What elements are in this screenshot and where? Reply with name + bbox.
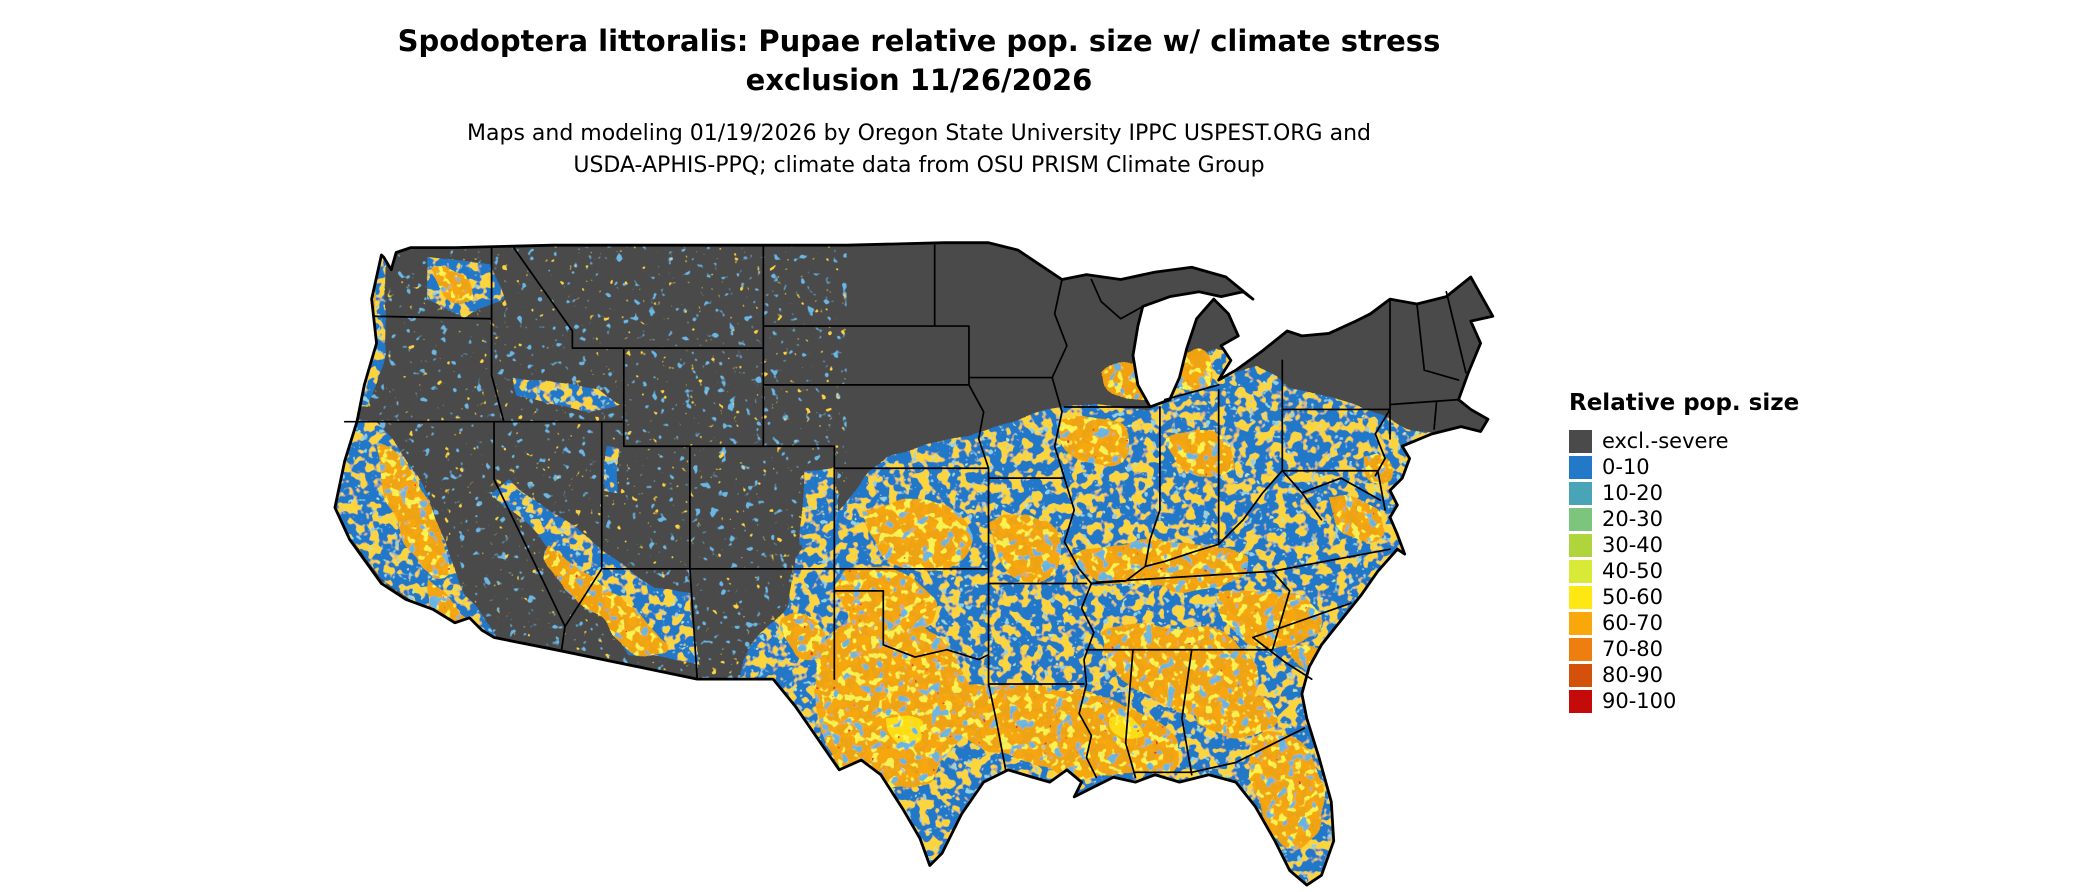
legend-item: 40-50 bbox=[1569, 558, 1869, 584]
legend-swatch-90-100 bbox=[1569, 689, 1592, 713]
legend-swatch-60-70 bbox=[1569, 611, 1592, 635]
legend-item: 90-100 bbox=[1569, 688, 1869, 714]
legend-swatch-30-40 bbox=[1569, 533, 1592, 557]
legend-item: 10-20 bbox=[1569, 480, 1869, 506]
western-mountain-speckle bbox=[334, 242, 847, 685]
us-outline bbox=[333, 241, 1495, 887]
legend-label: 20-30 bbox=[1602, 506, 1664, 531]
map-subtitle: Maps and modeling 01/19/2026 by Oregon S… bbox=[0, 118, 1838, 182]
legend-swatch-50-60 bbox=[1569, 585, 1592, 609]
legend: Relative pop. size excl.-severe 0-10 10-… bbox=[1569, 390, 1869, 714]
legend-swatch-0-10 bbox=[1569, 455, 1592, 479]
legend-label: 0-10 bbox=[1602, 454, 1650, 479]
legend-label: 70-80 bbox=[1602, 636, 1664, 661]
map-title: Spodoptera littoralis: Pupae relative po… bbox=[0, 22, 1838, 100]
legend-swatch-10-20 bbox=[1569, 481, 1592, 505]
subtitle-line-2: USDA-APHIS-PPQ; climate data from OSU PR… bbox=[573, 152, 1265, 178]
legend-item: 60-70 bbox=[1569, 610, 1869, 636]
legend-item: 80-90 bbox=[1569, 662, 1869, 688]
legend-item: 50-60 bbox=[1569, 584, 1869, 610]
legend-title: Relative pop. size bbox=[1569, 390, 1800, 416]
legend-item: 0-10 bbox=[1569, 454, 1869, 480]
legend-label: 10-20 bbox=[1602, 480, 1664, 505]
legend-label: 80-90 bbox=[1602, 662, 1664, 687]
legend-swatch-excl-severe bbox=[1569, 429, 1592, 453]
legend-item: 20-30 bbox=[1569, 506, 1869, 532]
legend-label: 40-50 bbox=[1602, 558, 1664, 583]
legend-label: excl.-severe bbox=[1602, 428, 1729, 453]
legend-swatch-80-90 bbox=[1569, 663, 1592, 687]
legend-swatch-20-30 bbox=[1569, 507, 1592, 531]
legend-item: 70-80 bbox=[1569, 636, 1869, 662]
title-line-2: exclusion 11/26/2026 bbox=[745, 63, 1093, 98]
subtitle-line-1: Maps and modeling 01/19/2026 by Oregon S… bbox=[467, 121, 1371, 146]
legend-label: 50-60 bbox=[1602, 584, 1664, 609]
legend-label: 60-70 bbox=[1602, 610, 1664, 635]
legend-label: 30-40 bbox=[1602, 532, 1664, 557]
us-map-svg bbox=[333, 241, 1495, 887]
map-raster bbox=[334, 242, 1493, 886]
legend-item: 30-40 bbox=[1569, 532, 1869, 558]
legend-swatch-70-80 bbox=[1569, 637, 1592, 661]
us-risk-map bbox=[308, 228, 1532, 890]
legend-item: excl.-severe bbox=[1569, 428, 1869, 454]
title-line-1: Spodoptera littoralis: Pupae relative po… bbox=[397, 24, 1441, 58]
legend-label: 90-100 bbox=[1602, 688, 1677, 713]
high-population-orange bbox=[364, 268, 1395, 853]
state-borders bbox=[343, 244, 1467, 779]
legend-swatch-40-50 bbox=[1569, 559, 1592, 583]
